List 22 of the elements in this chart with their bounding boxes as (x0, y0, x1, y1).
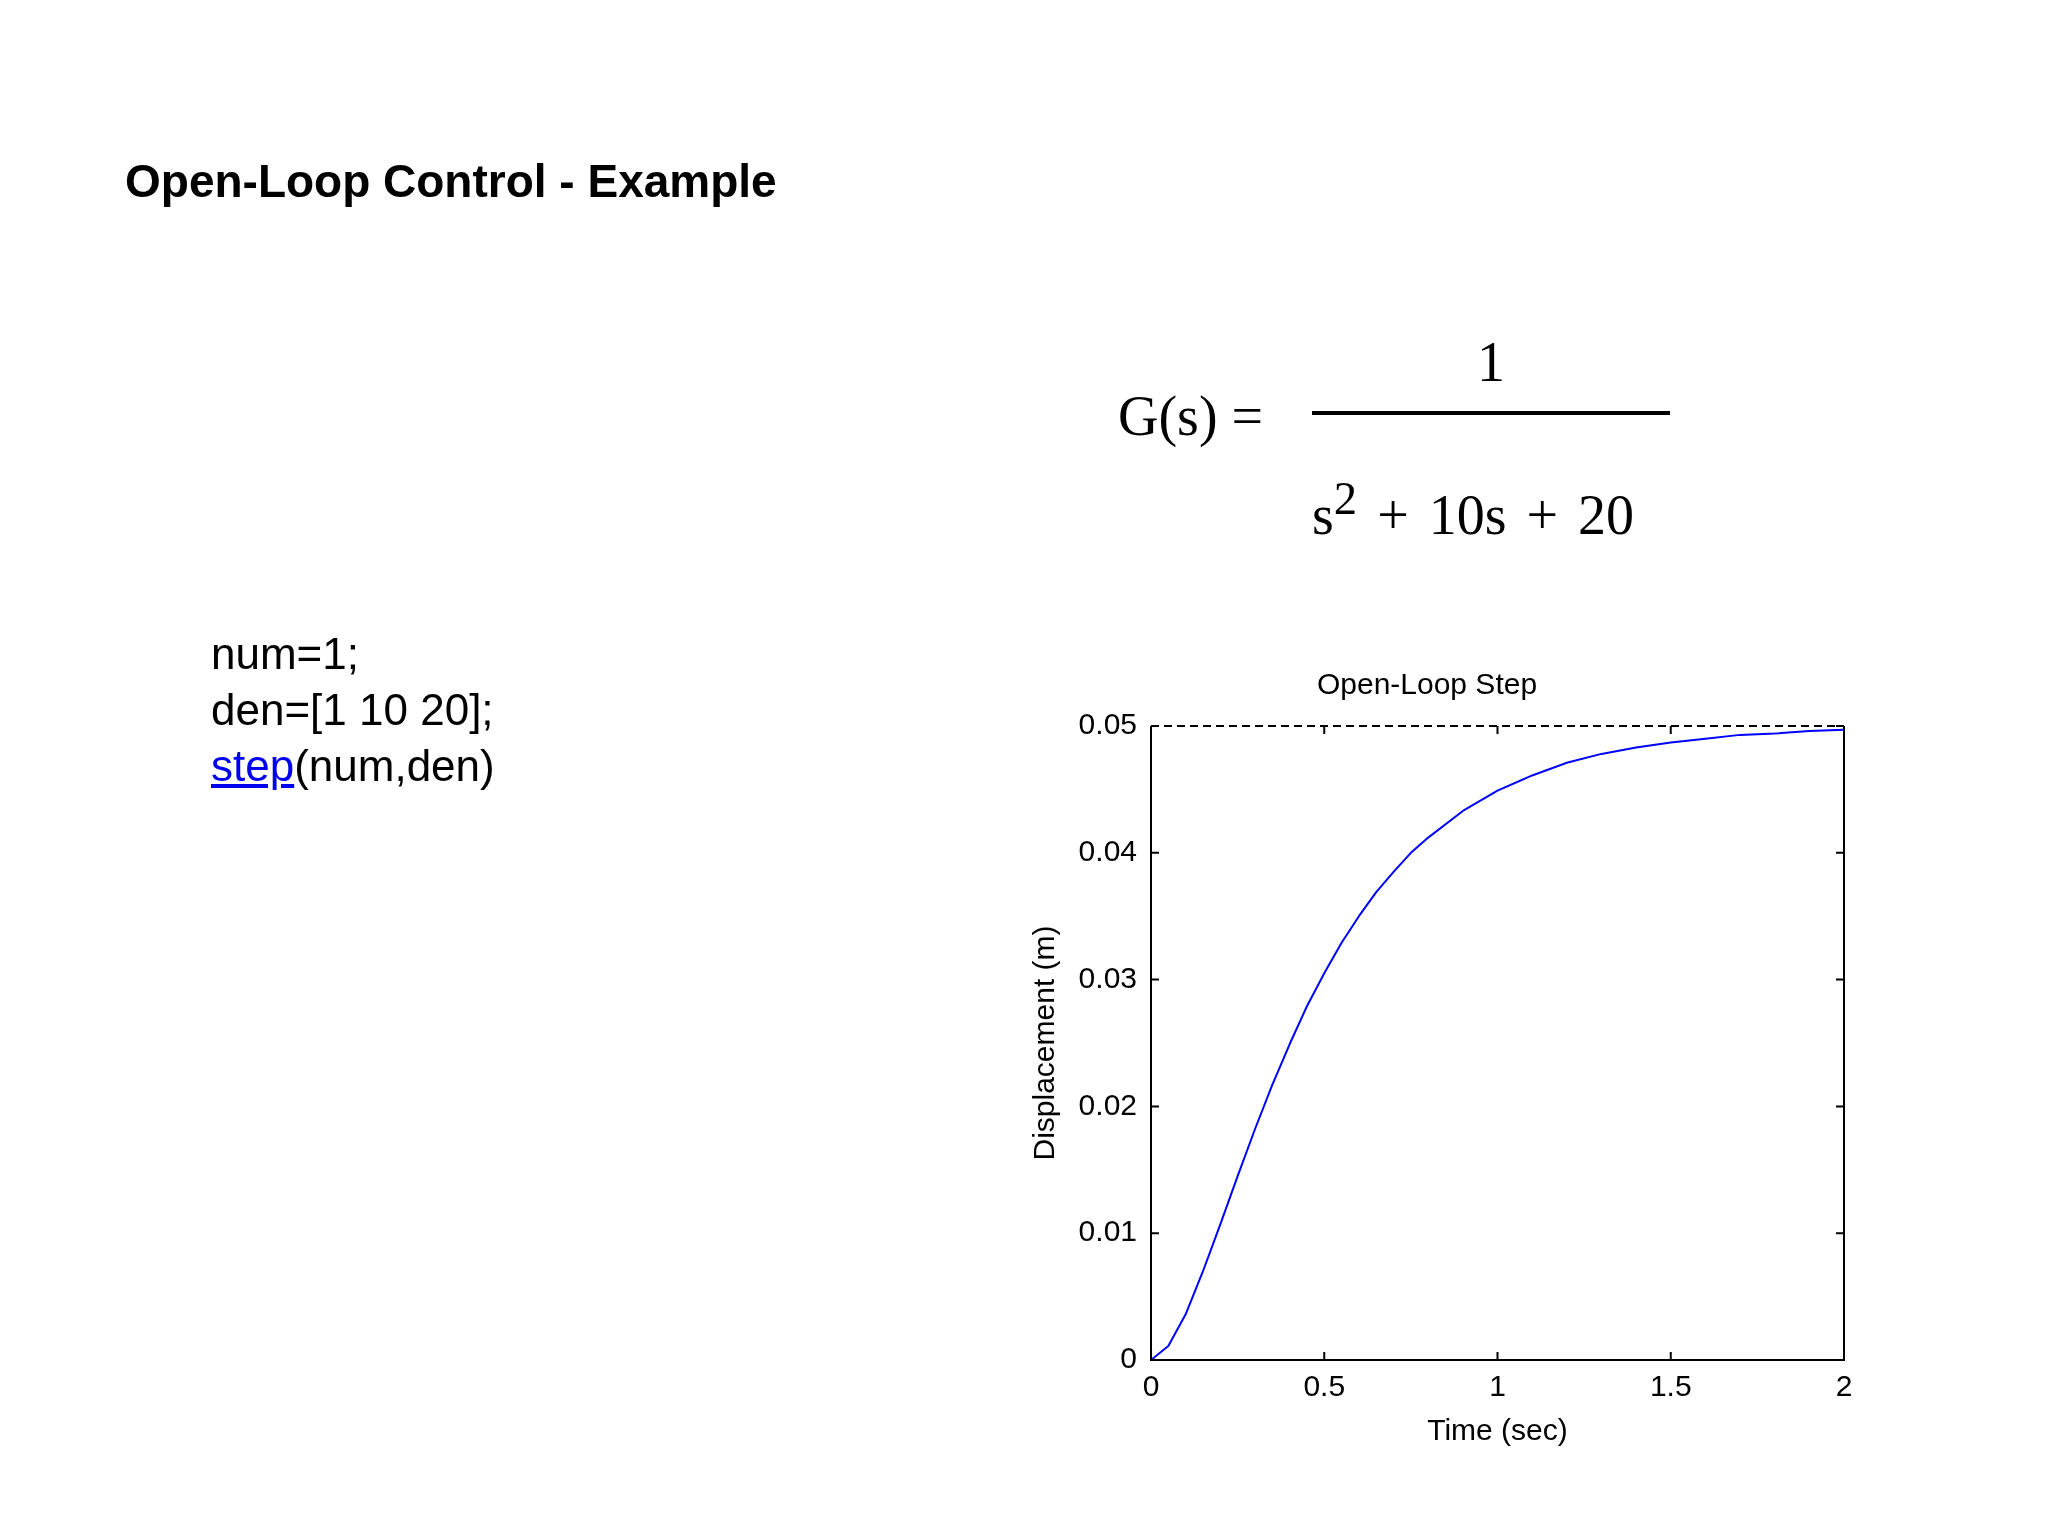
text: num=1; (211, 628, 359, 680)
y-tick-label: 0.05 (1078, 707, 1137, 741)
text: (num,den) (294, 741, 495, 790)
y-tick-label: 0 (1120, 1341, 1137, 1375)
y-tick-label: 0.03 (1078, 960, 1137, 994)
text: den=[1 10 20]; (211, 684, 494, 736)
x-tick-label: 0 (1142, 1369, 1160, 1403)
y-axis-title: Displacement (m) (1027, 925, 1061, 1161)
text: G(s) = (1118, 384, 1264, 449)
text: Open-Loop Control - Example (125, 154, 777, 209)
text: s$^{2}$ + 10s + 20 (1312, 471, 1636, 548)
y-tick-label: 0.02 (1078, 1087, 1137, 1121)
text: step (211, 741, 295, 790)
text: 1 (1477, 331, 1505, 393)
y-tick-label: 0.01 (1078, 1214, 1137, 1248)
x-tick-label: 0.5 (1303, 1369, 1346, 1403)
x-tick-label: 2 (1835, 1369, 1853, 1403)
x-tick-label: 1 (1489, 1369, 1506, 1403)
chart-title: Open-Loop Step (1316, 667, 1538, 701)
x-tick-label: 1.5 (1649, 1369, 1692, 1403)
x-axis-title: Time (sec) (1427, 1413, 1568, 1447)
y-tick-label: 0.04 (1078, 834, 1137, 868)
